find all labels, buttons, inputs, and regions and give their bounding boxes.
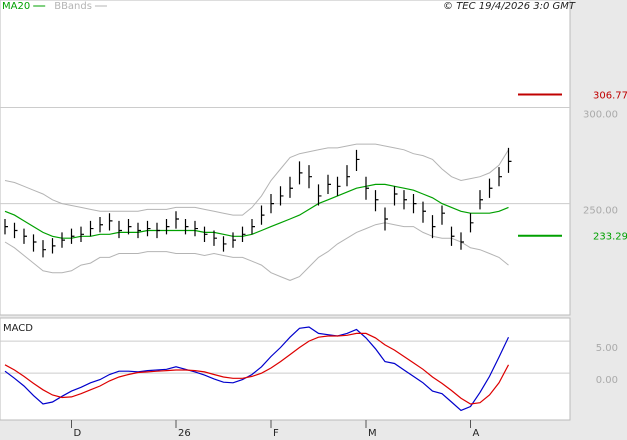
x-tick-label: M <box>368 428 377 439</box>
price-bar <box>289 176 293 198</box>
price-bar <box>431 215 436 239</box>
price-bar <box>498 167 502 187</box>
x-tick-label: F <box>273 428 279 439</box>
y-tick-label: 300.00 <box>583 110 618 121</box>
price-panel <box>0 0 571 316</box>
bband-lower <box>4 222 509 281</box>
price-bar <box>374 190 379 212</box>
price-bar <box>108 213 113 231</box>
price-bar <box>355 149 360 171</box>
price-bar <box>23 228 27 244</box>
price-bar <box>156 222 160 239</box>
price-bar <box>99 217 103 233</box>
ma-line <box>4 183 509 239</box>
price-bar <box>32 234 37 252</box>
price-bar <box>194 220 198 237</box>
price-bar <box>469 213 474 233</box>
price-bar <box>70 228 75 244</box>
bband-upper <box>4 143 509 216</box>
price-bar <box>403 190 407 210</box>
y-tick-label: 5.00 <box>596 343 618 354</box>
legend-label: BBands <box>54 1 92 12</box>
price-bar <box>118 220 122 239</box>
price-bar <box>298 161 303 185</box>
price-bar <box>184 218 189 235</box>
price-bar <box>336 176 341 196</box>
price-bar <box>260 205 265 225</box>
price-bar <box>61 232 65 248</box>
price-marker-label: 306.77 <box>593 91 627 102</box>
macd-line <box>4 326 510 412</box>
price-marker-label: 233.29 <box>593 232 627 243</box>
price-bar <box>422 201 426 223</box>
legend-label: MA20 <box>2 1 30 12</box>
price-bar <box>393 186 398 206</box>
macd-panel <box>0 317 571 421</box>
y-tick-label: 250.00 <box>583 206 618 217</box>
price-bar <box>365 176 369 200</box>
macd-title: MACD <box>3 323 33 334</box>
price-bar <box>327 174 331 194</box>
price-bar <box>42 240 46 258</box>
price-bar <box>137 222 141 239</box>
price-bar <box>222 236 227 252</box>
x-tick-label: A <box>473 428 480 439</box>
price-bar <box>488 178 493 198</box>
price-bar <box>507 147 512 173</box>
price-bar <box>441 205 445 225</box>
price-bar <box>412 193 417 214</box>
price-bar <box>279 186 284 206</box>
price-bar <box>165 218 170 235</box>
price-bar <box>146 220 151 237</box>
price-bar <box>460 232 464 250</box>
price-bar <box>213 230 217 246</box>
price-bar <box>317 184 322 206</box>
price-bar <box>80 226 84 243</box>
price-bar <box>479 190 483 210</box>
price-bar <box>251 218 255 235</box>
price-bar <box>241 226 246 243</box>
price-bar <box>4 218 8 235</box>
price-bar <box>203 226 208 243</box>
x-tick-label: 26 <box>178 428 191 439</box>
price-bar <box>270 193 274 214</box>
price-bar <box>89 220 94 237</box>
price-bar <box>175 211 179 229</box>
x-tick-label: D <box>74 428 82 439</box>
price-bar <box>13 222 18 239</box>
price-bar <box>450 226 455 246</box>
price-bar <box>232 232 236 248</box>
price-bar <box>51 238 56 254</box>
copyright: © TEC 19/4/2026 3:0 GMT <box>443 1 576 12</box>
price-bar <box>384 207 388 231</box>
macd-line <box>4 332 510 405</box>
y-tick-label: 0.00 <box>596 375 618 386</box>
price-bar <box>127 218 132 235</box>
price-bar <box>346 165 350 187</box>
price-bar <box>308 165 312 189</box>
